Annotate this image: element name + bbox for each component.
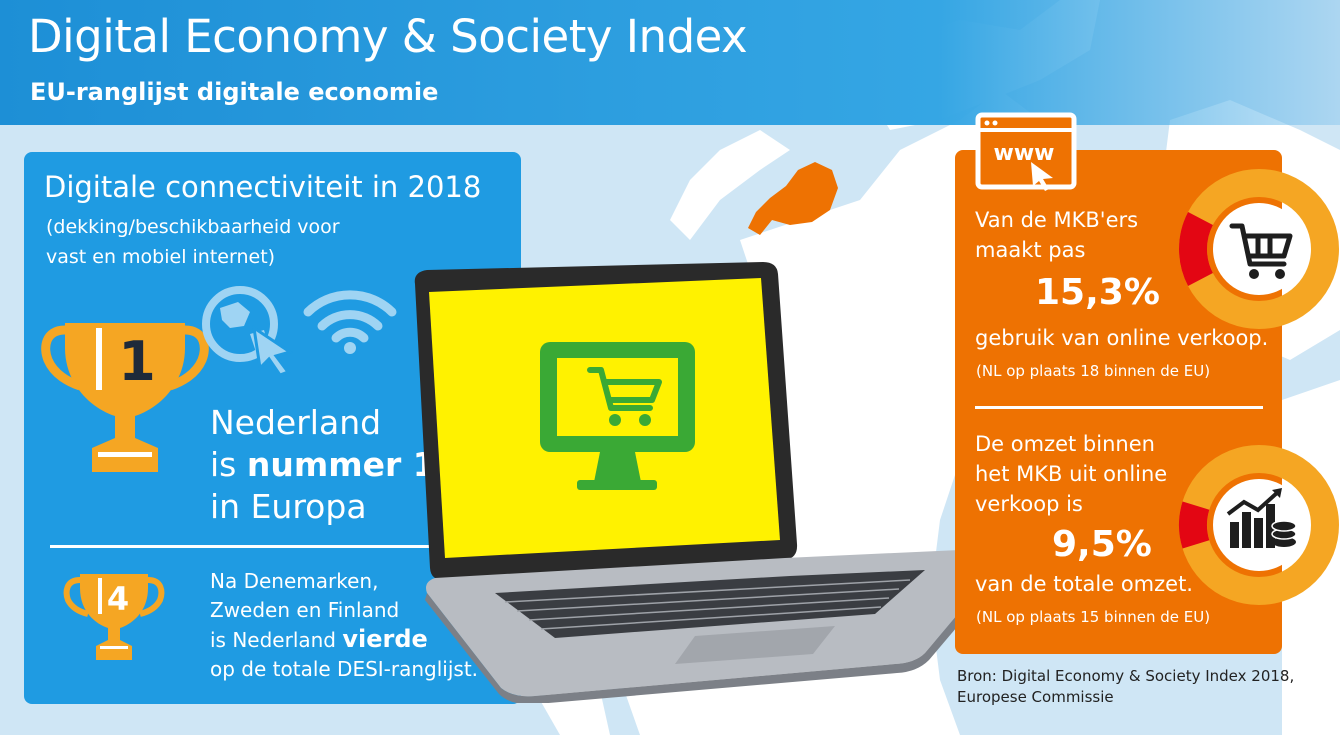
sales-line3: gebruik van online verkoop. bbox=[975, 326, 1269, 350]
trophy-rank-number: 1 bbox=[118, 330, 156, 393]
turnover-value: 9,5% bbox=[1052, 524, 1152, 565]
rank-line-country: Nederland bbox=[210, 403, 382, 442]
rank-prefix: is bbox=[210, 445, 247, 484]
connectivity-subtitle: (dekking/beschikbaarheid voor vast en mob… bbox=[46, 212, 340, 272]
panel-divider bbox=[50, 545, 498, 548]
small-trophy-rank-number: 4 bbox=[107, 580, 129, 618]
shopping-cart-icon bbox=[1229, 223, 1293, 267]
revenue-chart-icon bbox=[1226, 488, 1297, 548]
overall-line2: Zweden en Finland bbox=[210, 598, 400, 622]
sales-value: 15,3% bbox=[1035, 272, 1160, 313]
laptop-illustration bbox=[414, 262, 1008, 703]
overall-line3: is Nederland vierde bbox=[210, 625, 478, 655]
overall-prefix: is Nederland bbox=[210, 628, 343, 652]
source-note: Bron: Digital Economy & Society Index 20… bbox=[957, 666, 1294, 708]
header-banner bbox=[0, 0, 1340, 125]
sales-note: (NL op plaats 18 binnen de EU) bbox=[976, 362, 1211, 380]
www-label: www bbox=[994, 141, 1055, 166]
turnover-line1: De omzet binnen bbox=[975, 432, 1155, 456]
overall-line1: Na Denemarken, bbox=[210, 569, 379, 593]
right-panel-divider bbox=[975, 406, 1263, 409]
rank-line-number: is nummer 1 bbox=[210, 444, 436, 486]
page-subtitle: EU-ranglijst digitale economie bbox=[30, 78, 439, 106]
turnover-note: (NL op plaats 15 binnen de EU) bbox=[976, 608, 1211, 626]
sales-line1: Van de MKB'ers bbox=[975, 208, 1139, 232]
browser-www-icon: www bbox=[975, 112, 1077, 191]
online-turnover-gauge bbox=[1179, 445, 1339, 605]
rank-bold: nummer 1 bbox=[246, 445, 436, 484]
netherlands-rank-text: Nederland is nummer 1 in Europa bbox=[210, 402, 436, 528]
connectivity-subtitle-line2: vast en mobiel internet) bbox=[46, 246, 276, 268]
wifi-icon bbox=[303, 290, 397, 354]
small-trophy-icon: 4 bbox=[63, 574, 165, 660]
sales-line2: maakt pas bbox=[975, 238, 1086, 262]
overall-line4: op de totale DESI-ranglijst. bbox=[210, 657, 479, 681]
source-line2: Europese Commissie bbox=[957, 688, 1114, 706]
globe-cursor-icon bbox=[202, 286, 294, 376]
connectivity-title: Digitale connectiviteit in 2018 bbox=[44, 170, 482, 204]
turnover-line3: verkoop is bbox=[975, 492, 1083, 516]
online-sales-gauge bbox=[1179, 169, 1339, 329]
rank-line-region: in Europa bbox=[210, 487, 367, 526]
trophy-icon: 1 bbox=[41, 323, 209, 472]
overall-bold: vierde bbox=[342, 625, 428, 653]
turnover-line2: het MKB uit online bbox=[975, 462, 1168, 486]
connectivity-subtitle-line1: (dekking/beschikbaarheid voor bbox=[46, 216, 340, 238]
overall-rank-text: Na Denemarken, Zweden en Finland is Nede… bbox=[210, 567, 478, 684]
turnover-line4: van de totale omzet. bbox=[975, 572, 1193, 596]
source-line1: Bron: Digital Economy & Society Index 20… bbox=[957, 667, 1295, 685]
page-title: Digital Economy & Society Index bbox=[28, 10, 748, 63]
